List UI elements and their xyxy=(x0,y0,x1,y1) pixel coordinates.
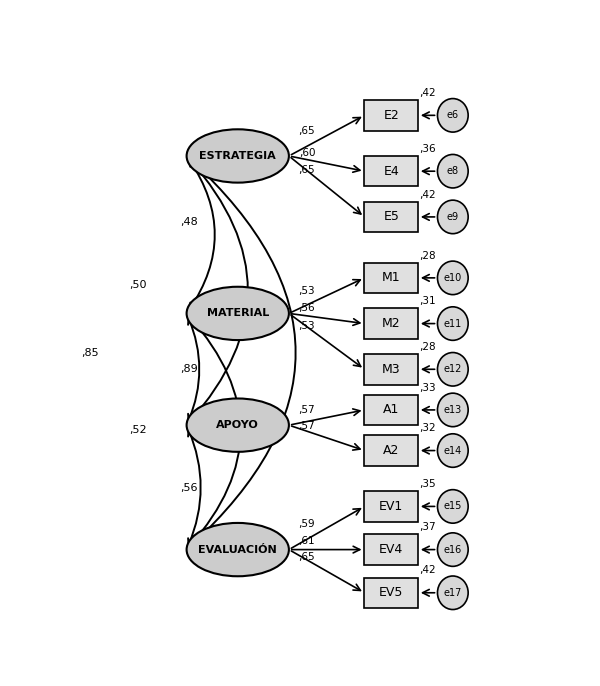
Text: ,65: ,65 xyxy=(299,126,315,137)
Text: e9: e9 xyxy=(447,212,459,222)
Text: A2: A2 xyxy=(383,444,400,457)
Text: e17: e17 xyxy=(443,588,462,598)
Text: ,59: ,59 xyxy=(299,519,315,529)
Text: e11: e11 xyxy=(443,318,462,329)
Text: ,53: ,53 xyxy=(299,320,315,331)
Ellipse shape xyxy=(187,129,289,182)
FancyBboxPatch shape xyxy=(364,202,418,232)
Text: ,50: ,50 xyxy=(129,281,146,290)
Text: ,57: ,57 xyxy=(299,421,315,431)
FancyBboxPatch shape xyxy=(364,578,418,608)
Text: ,89: ,89 xyxy=(180,364,198,375)
Ellipse shape xyxy=(187,287,289,340)
Text: ,56: ,56 xyxy=(299,303,315,314)
FancyBboxPatch shape xyxy=(364,534,418,565)
Text: e8: e8 xyxy=(447,166,459,176)
Circle shape xyxy=(437,261,468,294)
Circle shape xyxy=(437,393,468,427)
Text: A1: A1 xyxy=(383,403,400,416)
Text: e6: e6 xyxy=(447,110,459,120)
FancyArrowPatch shape xyxy=(190,159,296,546)
FancyBboxPatch shape xyxy=(364,394,418,425)
Text: E2: E2 xyxy=(383,109,399,122)
FancyBboxPatch shape xyxy=(364,263,418,293)
Text: ,28: ,28 xyxy=(419,250,436,261)
Text: M3: M3 xyxy=(382,363,401,376)
FancyArrowPatch shape xyxy=(188,429,201,545)
Text: MATERIAL: MATERIAL xyxy=(206,309,269,318)
Circle shape xyxy=(437,353,468,386)
Text: ,32: ,32 xyxy=(419,423,436,434)
Text: ,35: ,35 xyxy=(419,479,436,489)
FancyBboxPatch shape xyxy=(364,156,418,187)
Text: e16: e16 xyxy=(443,545,462,554)
FancyBboxPatch shape xyxy=(364,436,418,466)
Text: E5: E5 xyxy=(383,211,399,224)
Text: EV4: EV4 xyxy=(379,543,403,556)
Text: E4: E4 xyxy=(383,165,399,178)
Text: ,42: ,42 xyxy=(419,88,436,98)
Text: ,42: ,42 xyxy=(419,189,436,200)
Text: ,53: ,53 xyxy=(299,286,315,296)
Circle shape xyxy=(437,533,468,567)
Text: ,61: ,61 xyxy=(299,536,315,545)
Text: ,42: ,42 xyxy=(419,565,436,576)
Text: ,36: ,36 xyxy=(419,144,436,154)
Text: ,28: ,28 xyxy=(419,342,436,352)
Text: APOYO: APOYO xyxy=(217,420,259,430)
Ellipse shape xyxy=(187,523,289,576)
Text: ,37: ,37 xyxy=(419,522,436,532)
Circle shape xyxy=(437,154,468,188)
Circle shape xyxy=(437,434,468,467)
Circle shape xyxy=(437,99,468,132)
Circle shape xyxy=(437,576,468,610)
Text: e14: e14 xyxy=(443,445,462,456)
Text: ,31: ,31 xyxy=(419,296,436,307)
FancyArrowPatch shape xyxy=(190,317,241,546)
Circle shape xyxy=(437,200,468,234)
FancyBboxPatch shape xyxy=(364,491,418,521)
Text: e10: e10 xyxy=(443,273,462,283)
FancyArrowPatch shape xyxy=(190,160,248,421)
FancyArrowPatch shape xyxy=(190,160,215,309)
Text: ,48: ,48 xyxy=(180,217,198,227)
FancyBboxPatch shape xyxy=(364,354,418,385)
Text: EV5: EV5 xyxy=(379,587,403,600)
Text: EVALUACIÓN: EVALUACIÓN xyxy=(199,545,277,554)
FancyBboxPatch shape xyxy=(364,100,418,130)
Text: ,56: ,56 xyxy=(180,483,197,493)
Text: e13: e13 xyxy=(443,405,462,415)
Text: ,65: ,65 xyxy=(299,552,315,562)
Circle shape xyxy=(437,490,468,523)
Text: ,60: ,60 xyxy=(299,147,315,158)
Ellipse shape xyxy=(187,399,289,452)
Text: ,52: ,52 xyxy=(129,425,146,435)
Text: ESTRATEGIA: ESTRATEGIA xyxy=(199,151,276,161)
Text: ,65: ,65 xyxy=(299,165,315,175)
FancyArrowPatch shape xyxy=(188,318,199,421)
Text: e12: e12 xyxy=(443,364,462,375)
Text: M2: M2 xyxy=(382,317,401,330)
Text: ,85: ,85 xyxy=(81,348,98,357)
Text: ,57: ,57 xyxy=(299,405,315,415)
Text: M1: M1 xyxy=(382,272,401,285)
Text: EV1: EV1 xyxy=(379,500,403,513)
Circle shape xyxy=(437,307,468,340)
FancyBboxPatch shape xyxy=(364,308,418,339)
Text: ,33: ,33 xyxy=(419,383,436,392)
Text: e15: e15 xyxy=(443,501,462,512)
